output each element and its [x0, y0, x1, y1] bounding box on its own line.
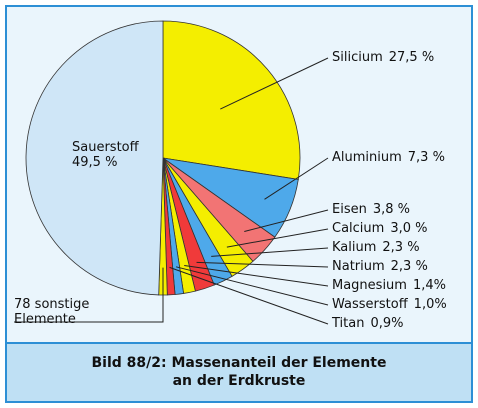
category-label: Natrium — [332, 259, 385, 274]
data-label: Kalium 2,3 % — [332, 240, 420, 255]
data-label: Wasserstoff 1,0% — [332, 297, 447, 312]
value-label: 1,0% — [413, 297, 447, 312]
data-label: Natrium 2,3 % — [332, 259, 428, 274]
data-label: Silicium 27,5 % — [332, 50, 434, 65]
pie — [14, 20, 329, 325]
value-label: 3,8 % — [372, 202, 411, 217]
category-label: Aluminium — [332, 150, 402, 165]
value-label: 1,4% — [412, 278, 446, 293]
leader-line — [196, 261, 329, 268]
leader-line — [14, 267, 164, 323]
value-label: 3,0 % — [390, 221, 428, 236]
value-label: 49,5 % — [72, 155, 118, 170]
pie-slice — [25, 20, 164, 296]
category-label: Kalium — [332, 240, 377, 255]
leader-line — [226, 228, 329, 248]
category-label: Magnesium — [332, 278, 407, 293]
data-label: Calcium 3,0 % — [332, 221, 428, 236]
data-label: Titan 0,9% — [332, 316, 404, 331]
leader-line — [175, 266, 329, 306]
category-label: 78 sonstige Elemente — [14, 297, 90, 327]
category-label: Titan — [332, 316, 365, 331]
value-label: 2,3 % — [382, 240, 420, 255]
leader-line — [264, 157, 329, 200]
value-label: 0,9% — [370, 316, 404, 331]
chart-title: Bild 88/2: Massenanteil der Elemente an … — [91, 355, 387, 389]
value-label: 2,3 % — [390, 259, 428, 274]
pie-slice — [162, 20, 301, 180]
data-label: Eisen 3,8 % — [332, 202, 410, 217]
data-label: Aluminium 7,3 % — [332, 150, 445, 165]
data-label: Sauerstoff 49,5 % — [72, 140, 139, 170]
leader-line — [220, 57, 329, 110]
category-label: Eisen — [332, 202, 367, 217]
category-label: Wasserstoff — [332, 297, 408, 312]
data-label: 78 sonstige Elemente — [14, 297, 89, 327]
category-label: Sauerstoff — [72, 140, 139, 155]
value-label: 7,3 % — [407, 150, 445, 165]
leader-line — [244, 209, 329, 232]
category-label: Calcium — [332, 221, 385, 236]
leader-line — [169, 266, 329, 325]
leader-line — [211, 247, 329, 257]
caption-band — [7, 343, 471, 401]
data-label: Magnesium 1,4% — [332, 278, 446, 293]
category-label: Silicium — [332, 50, 383, 65]
leader-line — [184, 265, 329, 287]
value-label: 27,5 % — [388, 50, 435, 65]
